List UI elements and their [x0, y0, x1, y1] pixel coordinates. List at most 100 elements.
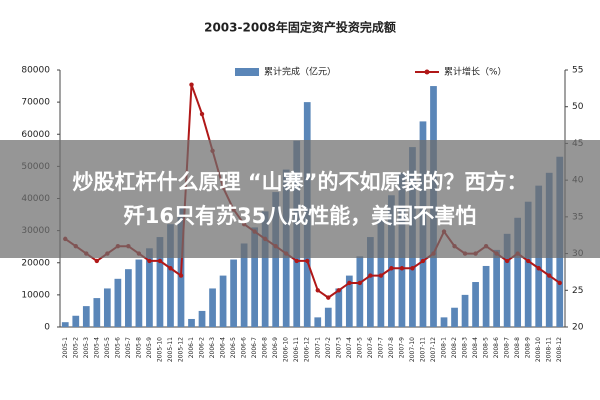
- line-marker: [420, 258, 426, 264]
- legend-label: 累计完成（亿元）: [264, 66, 336, 78]
- bar: [219, 275, 227, 327]
- line-marker: [336, 288, 342, 293]
- line-marker: [378, 273, 384, 278]
- x-tick-label: 2005-3: [83, 337, 90, 358]
- x-tick-label: 2008-2: [451, 337, 458, 358]
- x-tick-label: 2007-8: [388, 337, 395, 358]
- x-tick-label: 2007-6: [367, 337, 374, 358]
- bar: [93, 298, 101, 327]
- bar: [198, 310, 206, 327]
- bar: [209, 288, 216, 327]
- x-tick-label: 2005-12: [177, 337, 184, 362]
- y2-tick-label: 25: [572, 286, 583, 296]
- x-tick-label: 2005-6: [114, 337, 121, 358]
- headline-line[interactable]: 炒股杠杆什么原理 “山寨”的不如原装的？西方：: [72, 170, 528, 194]
- line-marker: [410, 266, 415, 271]
- x-tick-label: 2008-7: [504, 337, 511, 358]
- bar: [188, 318, 195, 327]
- line-marker: [326, 295, 331, 300]
- x-tick-label: 2005-4: [93, 337, 100, 358]
- line-marker: [315, 288, 320, 293]
- x-tick-label: 2006-3: [209, 337, 216, 358]
- x-tick-label: 2007-11: [419, 337, 426, 362]
- y-tick-label: 80000: [21, 66, 50, 76]
- bar: [114, 278, 122, 327]
- line-marker: [525, 258, 531, 264]
- bar: [472, 282, 479, 327]
- x-tick-label: 2005-7: [125, 337, 132, 358]
- x-tick-label: 2006-12: [304, 337, 311, 362]
- y-tick-label: 20000: [21, 258, 50, 268]
- bar: [335, 288, 343, 327]
- bar: [324, 307, 332, 327]
- bar: [451, 307, 458, 327]
- bar: [314, 317, 322, 327]
- bar: [440, 317, 448, 327]
- x-tick-label: 2005-1: [62, 337, 69, 358]
- x-tick-label: 2008-8: [514, 337, 521, 358]
- bar: [377, 217, 385, 327]
- bar: [482, 265, 490, 327]
- y-tick-label: 70000: [21, 98, 50, 108]
- x-tick-label: 2007-2: [325, 337, 332, 358]
- bar: [156, 237, 164, 327]
- bar: [240, 243, 248, 327]
- bar: [82, 306, 90, 327]
- chart-title: 2003-2008年固定资产投资完成额: [204, 20, 396, 35]
- x-tick-label: 2008-1: [441, 337, 448, 358]
- x-tick-label: 2007-1: [314, 337, 321, 358]
- bar: [251, 227, 259, 327]
- bar: [135, 259, 143, 327]
- x-tick-label: 2006-5: [230, 337, 237, 358]
- y-tick-label: 60000: [21, 130, 50, 140]
- bar: [103, 288, 111, 327]
- x-tick-label: 2008-10: [535, 337, 542, 362]
- y-tick-label: 10000: [21, 290, 50, 300]
- headline-banner: 炒股杠杆什么原理 “山寨”的不如原装的？西方： 歼16只有苏35八成性能，美国不…: [0, 140, 600, 258]
- x-tick-label: 2008-6: [493, 337, 500, 358]
- y2-tick-label: 50: [572, 102, 584, 112]
- x-tick-label: 2008-11: [546, 337, 553, 362]
- bar: [230, 259, 237, 327]
- x-tick-label: 2006-6: [241, 337, 248, 358]
- bar: [514, 217, 522, 327]
- y2-tick-label: 55: [572, 66, 583, 76]
- line-marker: [504, 258, 510, 264]
- x-tick-label: 2005-5: [104, 337, 111, 358]
- legend-swatch: [424, 69, 430, 75]
- line-marker: [157, 258, 163, 264]
- line-marker: [536, 266, 541, 271]
- line-marker: [94, 258, 100, 264]
- bar: [356, 256, 364, 327]
- bar: [503, 233, 511, 327]
- y2-tick-label: 20: [572, 323, 584, 333]
- x-tick-label: 2006-7: [251, 337, 258, 358]
- bar: [72, 315, 80, 327]
- legend-label: 累计增长（%）: [444, 66, 507, 78]
- line-marker: [557, 280, 562, 286]
- x-tick-label: 2007-10: [409, 337, 416, 362]
- y-tick-label: 0: [44, 323, 50, 333]
- x-tick-label: 2008-5: [483, 337, 490, 358]
- x-tick-label: 2006-1: [188, 337, 195, 358]
- bar: [61, 322, 69, 327]
- line-marker: [189, 82, 194, 87]
- bar: [461, 294, 469, 327]
- bar: [493, 249, 500, 327]
- x-tick-label: 2006-10: [283, 337, 290, 362]
- line-marker: [347, 280, 352, 286]
- x-tick-label: 2007-9: [398, 337, 405, 358]
- bar: [261, 211, 269, 327]
- x-tick-label: 2007-3: [335, 337, 342, 358]
- line-marker: [305, 258, 310, 264]
- x-tick-label: 2006-2: [199, 337, 206, 358]
- x-tick-label: 2006-4: [220, 337, 227, 358]
- x-tick-label: 2005-8: [135, 337, 142, 358]
- x-tick-label: 2005-10: [156, 337, 163, 362]
- x-tick-label: 2008-12: [556, 337, 563, 362]
- bar: [125, 269, 132, 327]
- x-tick-label: 2008-9: [525, 337, 532, 358]
- line-marker: [389, 266, 394, 271]
- headline-line[interactable]: 歼16只有苏35八成性能，美国不害怕: [123, 204, 477, 228]
- legend-swatch: [235, 68, 259, 76]
